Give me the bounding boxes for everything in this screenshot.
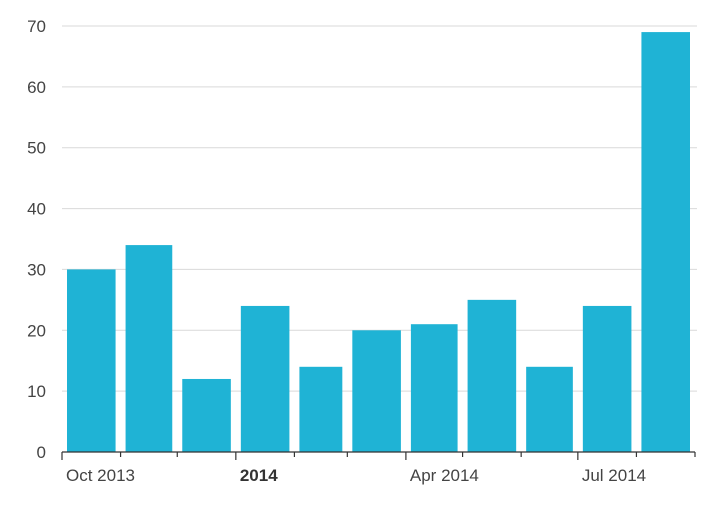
x-axis [61,451,696,460]
bar [641,32,690,452]
bar [67,269,116,452]
x-tick-label: Jul 2014 [582,466,646,485]
y-tick-label: 20 [27,321,46,340]
y-tick-label: 70 [27,17,46,36]
x-axis-labels: Oct 2013 2014 Apr 2014 Jul 2014 [66,466,646,485]
bar [182,378,231,452]
y-tick-label: 60 [27,78,46,97]
y-axis-labels: 0 10 20 30 40 50 60 70 [27,17,46,462]
bars [67,32,690,452]
bar [352,330,401,452]
x-tick-label: 2014 [240,466,278,485]
bar [467,299,517,452]
y-tick-label: 0 [37,443,46,462]
y-tick-label: 10 [27,382,46,401]
bar [410,324,458,452]
y-tick-label: 30 [27,260,46,279]
bar [582,305,632,452]
bar [125,245,173,452]
x-tick-label: Oct 2013 [66,466,135,485]
y-tick-label: 50 [27,139,46,158]
x-tick-label: Apr 2014 [410,466,479,485]
y-tick-label: 40 [27,200,46,219]
bar [240,305,290,452]
bar [299,366,343,452]
bar [526,366,573,452]
